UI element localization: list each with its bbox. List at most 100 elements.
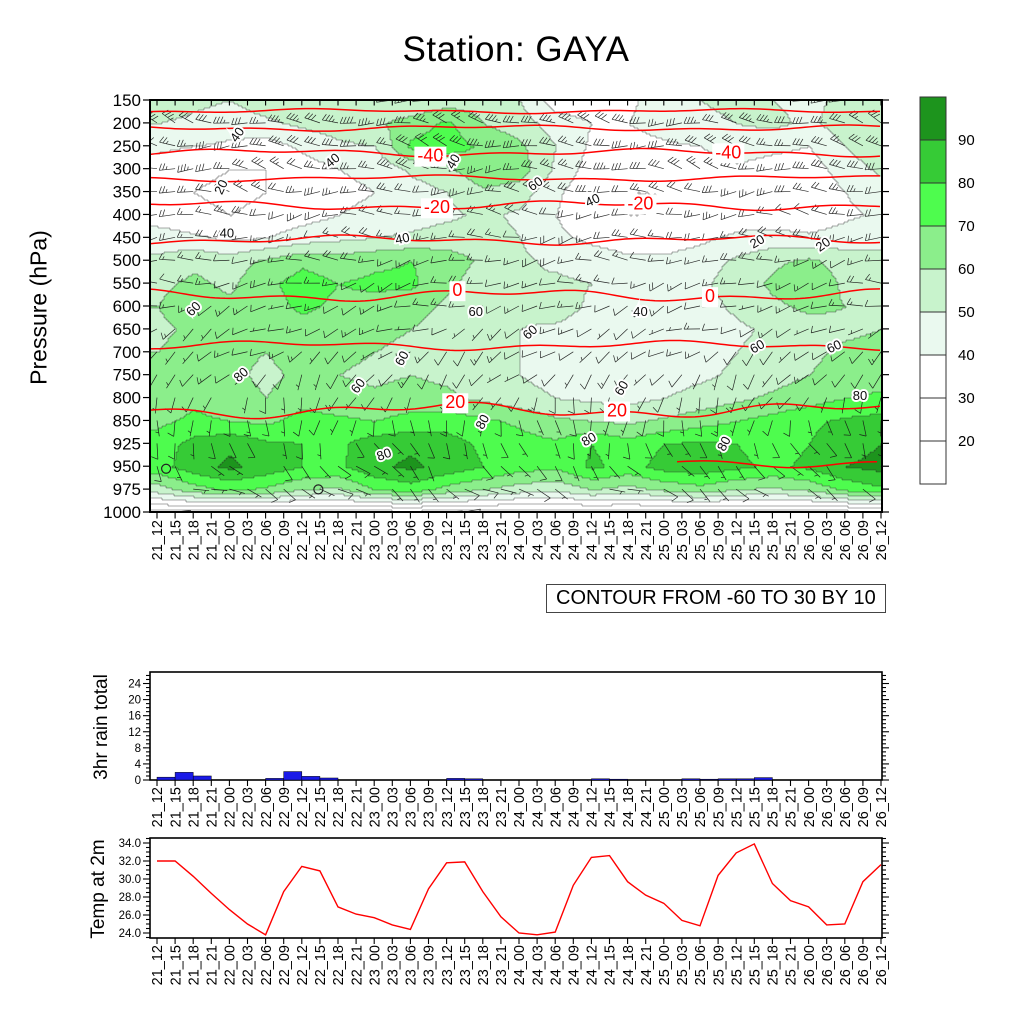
rain-bar [283, 771, 303, 781]
svg-text:22_12: 22_12 [295, 787, 311, 827]
svg-text:28.0: 28.0 [119, 892, 141, 904]
svg-text:26_03: 26_03 [820, 520, 836, 560]
svg-text:23_12: 23_12 [440, 787, 456, 827]
svg-text:23_21: 23_21 [494, 520, 510, 560]
rain-bar [301, 776, 321, 781]
svg-text:24_00: 24_00 [512, 520, 528, 560]
svg-text:22_00: 22_00 [223, 520, 239, 560]
svg-text:80: 80 [958, 175, 975, 192]
svg-text:22_18: 22_18 [331, 945, 347, 985]
svg-text:60: 60 [958, 261, 975, 278]
rain-y-axis: 0 4 8 12 16 20 24 [128, 674, 889, 787]
svg-text:975: 975 [113, 480, 141, 499]
svg-text:23_18: 23_18 [476, 520, 492, 560]
svg-text:8: 8 [135, 743, 141, 755]
svg-text:24_21: 24_21 [639, 945, 655, 985]
svg-text:22_18: 22_18 [331, 787, 347, 827]
svg-text:24_09: 24_09 [567, 945, 583, 985]
svg-text:22_12: 22_12 [295, 945, 311, 985]
rain-bar [446, 778, 465, 781]
svg-text:21_15: 21_15 [168, 520, 184, 560]
svg-text:22_09: 22_09 [277, 787, 293, 827]
svg-text:23_12: 23_12 [440, 945, 456, 985]
svg-text:26_06: 26_06 [838, 520, 854, 560]
svg-text:25_06: 25_06 [693, 520, 709, 560]
svg-text:24_09: 24_09 [567, 787, 583, 827]
svg-text:24_18: 24_18 [621, 787, 637, 827]
svg-text:25_00: 25_00 [657, 787, 673, 827]
svg-text:32.0: 32.0 [119, 856, 141, 868]
rain-bar [591, 778, 610, 781]
rain-bars [156, 771, 773, 781]
svg-text:22_21: 22_21 [349, 945, 365, 985]
svg-text:26_12: 26_12 [874, 787, 890, 827]
svg-text:24_21: 24_21 [639, 520, 655, 560]
svg-text:24_15: 24_15 [603, 787, 619, 827]
svg-text:22_15: 22_15 [313, 945, 329, 985]
svg-text:23_06: 23_06 [404, 945, 420, 985]
svg-text:23_15: 23_15 [458, 945, 474, 985]
svg-text:24_00: 24_00 [512, 945, 528, 985]
svg-text:23_15: 23_15 [458, 787, 474, 827]
svg-text:24_00: 24_00 [512, 787, 528, 827]
svg-text:26_12: 26_12 [874, 945, 890, 985]
svg-text:25_18: 25_18 [766, 787, 782, 827]
svg-text:24_06: 24_06 [548, 945, 564, 985]
svg-text:550: 550 [113, 274, 141, 293]
rain-bar [319, 777, 339, 781]
svg-text:24_03: 24_03 [530, 520, 546, 560]
svg-text:25_15: 25_15 [748, 520, 764, 560]
svg-text:26_09: 26_09 [856, 787, 872, 827]
svg-text:23_03: 23_03 [386, 945, 402, 985]
svg-text:4: 4 [135, 759, 142, 771]
svg-text:26.0: 26.0 [119, 910, 141, 922]
svg-text:400: 400 [113, 205, 141, 224]
time-axes: 21_1221_1221_1221_1521_1521_1521_1821_18… [150, 100, 890, 985]
svg-text:25_21: 25_21 [784, 520, 800, 560]
svg-text:25_18: 25_18 [766, 945, 782, 985]
svg-text:24_06: 24_06 [548, 520, 564, 560]
rain-bar [754, 777, 773, 781]
svg-text:26_06: 26_06 [838, 945, 854, 985]
svg-text:21_18: 21_18 [186, 945, 202, 985]
rain-bar [699, 778, 719, 781]
svg-text:24_15: 24_15 [603, 520, 619, 560]
svg-text:30.0: 30.0 [119, 874, 141, 886]
svg-text:24_12: 24_12 [585, 787, 601, 827]
svg-text:25_12: 25_12 [729, 520, 745, 560]
svg-text:25_03: 25_03 [675, 520, 691, 560]
svg-text:22_00: 22_00 [223, 787, 239, 827]
svg-text:90: 90 [958, 132, 975, 149]
svg-text:925: 925 [113, 434, 141, 453]
svg-text:23_12: 23_12 [440, 520, 456, 560]
svg-text:16: 16 [128, 711, 141, 723]
svg-text:26_00: 26_00 [802, 520, 818, 560]
svg-text:500: 500 [113, 251, 141, 270]
svg-text:23_09: 23_09 [422, 520, 438, 560]
pressure-axis: 150 200 250 300 350 400 450 500 550 600 650 700 750 8… [103, 91, 889, 522]
svg-text:23_00: 23_00 [367, 945, 383, 985]
svg-text:25_06: 25_06 [693, 945, 709, 985]
svg-text:250: 250 [113, 137, 141, 156]
rain-bar [265, 778, 284, 781]
svg-text:25_21: 25_21 [784, 945, 800, 985]
svg-text:25_15: 25_15 [748, 787, 764, 827]
svg-text:26_12: 26_12 [874, 520, 890, 560]
svg-text:23_09: 23_09 [422, 787, 438, 827]
svg-text:25_15: 25_15 [748, 945, 764, 985]
svg-text:23_03: 23_03 [386, 520, 402, 560]
svg-text:300: 300 [113, 160, 141, 179]
svg-text:34.0: 34.0 [119, 838, 141, 850]
svg-text:25_03: 25_03 [675, 787, 691, 827]
svg-text:24_18: 24_18 [621, 520, 637, 560]
svg-text:26_09: 26_09 [856, 945, 872, 985]
svg-text:650: 650 [113, 320, 141, 339]
svg-text:0: 0 [135, 775, 141, 787]
svg-text:23_18: 23_18 [476, 787, 492, 827]
svg-text:24: 24 [128, 679, 141, 691]
svg-text:22_06: 22_06 [259, 520, 275, 560]
svg-text:22_06: 22_06 [259, 945, 275, 985]
svg-text:23_03: 23_03 [386, 787, 402, 827]
svg-text:1000: 1000 [103, 503, 141, 522]
